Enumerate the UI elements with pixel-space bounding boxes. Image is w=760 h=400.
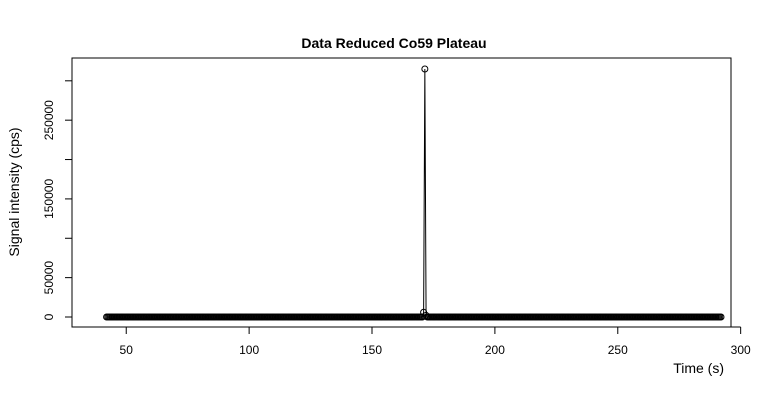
x-tick-label: 100	[239, 343, 259, 357]
chart-title: Data Reduced Co59 Plateau	[301, 35, 486, 51]
y-tick-label: 150000	[42, 179, 56, 219]
plot-frame	[71, 57, 732, 328]
y-axis: 0 50000 150000 250000	[42, 80, 73, 320]
x-axis-label: Time (s)	[673, 360, 724, 376]
x-tick-label: 150	[362, 343, 382, 357]
series-line	[106, 68, 721, 318]
y-tick-label: 0	[42, 313, 56, 320]
y-tick-label: 250000	[42, 100, 56, 140]
x-tick-label: 300	[731, 343, 751, 357]
x-tick-label: 50	[120, 343, 134, 357]
x-tick-label: 250	[608, 343, 628, 357]
data-point	[717, 313, 725, 321]
y-tick-label: 50000	[42, 261, 56, 295]
series-co59	[103, 65, 725, 321]
x-axis: 50 100 150 200 250 300	[120, 326, 751, 357]
y-axis-label: Signal intensity (cps)	[6, 127, 22, 256]
x-tick-label: 200	[485, 343, 505, 357]
data-point	[421, 65, 429, 73]
